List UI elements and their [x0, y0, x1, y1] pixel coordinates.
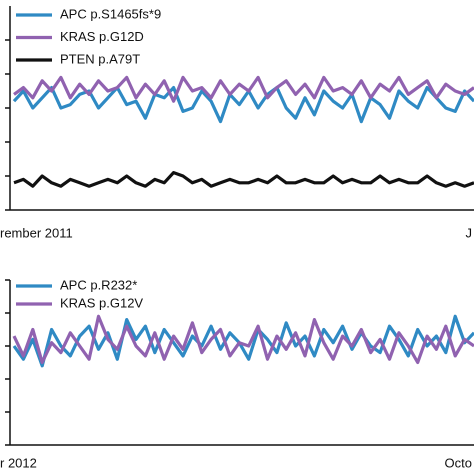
series-line — [12, 314, 474, 365]
legend-bg — [14, 28, 214, 47]
series-line — [13, 171, 474, 188]
x-tick-label: r 2012 — [0, 455, 37, 470]
legend-label: KRAS p.G12V — [60, 295, 143, 310]
legend-bg — [14, 277, 214, 295]
legend-bg — [14, 6, 214, 24]
legend-label: PTEN p.A79T — [60, 51, 140, 66]
legend-label: APC p.R232* — [60, 277, 137, 292]
legend-label: APC p.S1465fs*9 — [60, 6, 161, 21]
series-line — [13, 75, 474, 103]
legend-bg — [14, 295, 214, 313]
x-tick-label: Octo — [445, 455, 472, 470]
legend-label: KRAS p.G12D — [60, 29, 144, 44]
legend-bg — [14, 51, 214, 69]
x-tick-label: rember 2011 — [0, 225, 73, 240]
x-tick-label: J — [466, 225, 473, 240]
series-line — [12, 86, 474, 124]
